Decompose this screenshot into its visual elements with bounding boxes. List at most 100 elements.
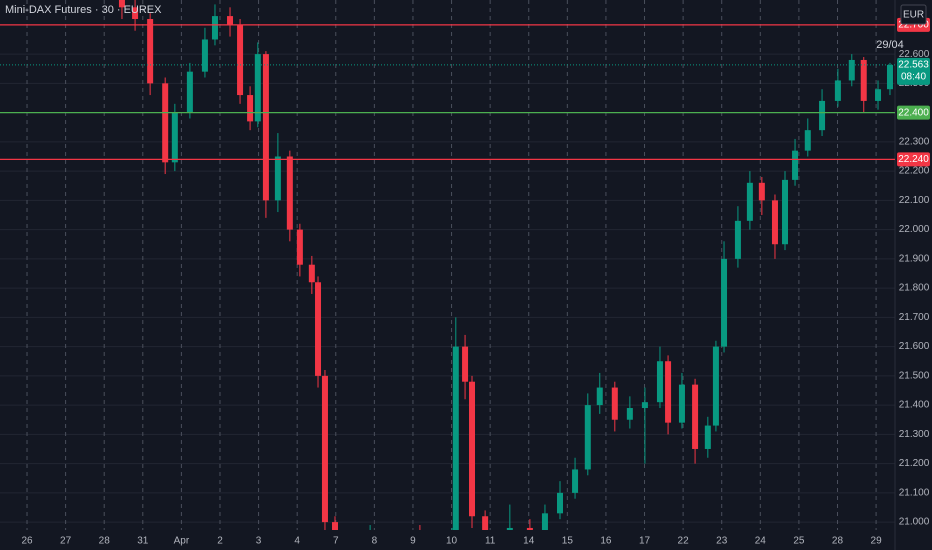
- x-tick-label: 26: [21, 536, 33, 547]
- candle-body: [315, 282, 322, 376]
- x-tick-label: 24: [755, 536, 767, 547]
- candle-body: [665, 361, 672, 423]
- y-tick-label: 21.200: [899, 458, 930, 469]
- candle-body: [331, 522, 338, 530]
- level-label: 22.700: [898, 20, 929, 31]
- x-tick-label: 28: [832, 536, 844, 547]
- y-tick-label: 22.100: [899, 195, 930, 206]
- candle-body: [641, 402, 648, 409]
- y-tick-label: 21.600: [899, 341, 930, 352]
- candle-body: [626, 408, 633, 420]
- x-tick-label: 8: [372, 536, 378, 547]
- candle-body: [886, 64, 893, 90]
- level-badge: [897, 152, 930, 167]
- candle-body: [118, 0, 125, 8]
- candle-body: [746, 182, 753, 221]
- candle-body: [296, 229, 303, 265]
- candle-body: [712, 346, 719, 426]
- x-tick-label: 2: [217, 536, 223, 547]
- x-tick-label: 17: [639, 536, 651, 547]
- candle-body: [875, 89, 882, 101]
- candle-body: [171, 112, 178, 163]
- candle-body: [557, 492, 564, 514]
- candle-body: [804, 130, 811, 151]
- candle-body: [452, 346, 459, 530]
- candle-body: [860, 59, 867, 101]
- chart-title: Mini-DAX Futures · 30 · EUREX: [5, 4, 162, 16]
- y-tick-label: 22.000: [899, 224, 930, 235]
- candle-body: [201, 39, 208, 72]
- date-label: 29/04: [876, 39, 904, 51]
- candle-body: [462, 346, 469, 382]
- x-tick-label: 28: [99, 536, 111, 547]
- candle-body: [506, 527, 513, 530]
- y-tick-label: 21.800: [899, 283, 930, 294]
- candle-body: [678, 384, 685, 423]
- candle-body: [771, 200, 778, 245]
- level-label: 22.400: [898, 107, 929, 118]
- x-tick-label: 11: [485, 536, 496, 547]
- candle-body: [262, 54, 269, 201]
- candle-body: [704, 425, 711, 449]
- x-tick-label: 27: [60, 536, 72, 547]
- x-tick-label: 4: [294, 536, 300, 547]
- candle-body: [211, 16, 218, 40]
- x-tick-label: 22: [678, 536, 690, 547]
- candle-body: [321, 375, 328, 523]
- candle-body: [758, 182, 765, 201]
- candle-body: [656, 361, 663, 403]
- x-tick-label: 14: [523, 536, 535, 547]
- candle-body: [147, 19, 154, 84]
- y-tick-label: 21.300: [899, 429, 930, 440]
- y-tick-label: 21.100: [899, 487, 930, 498]
- y-tick-label: 21.400: [899, 400, 930, 411]
- y-tick-label: 21.900: [899, 253, 930, 264]
- candle-body: [596, 387, 603, 406]
- x-tick-label: Apr: [174, 536, 190, 547]
- y-tick-label: 21.500: [899, 370, 930, 381]
- candle-body: [132, 7, 139, 20]
- candle-body: [526, 527, 533, 530]
- candle-body: [237, 24, 244, 96]
- x-tick-label: 31: [137, 536, 149, 547]
- x-tick-label: 25: [793, 536, 805, 547]
- candle-body: [286, 156, 293, 230]
- candle-body: [782, 179, 789, 245]
- candle-body: [274, 156, 281, 201]
- last-price-label: 22.563: [898, 60, 929, 71]
- x-tick-label: 3: [256, 536, 262, 547]
- currency[interactable]: EUR: [903, 10, 924, 21]
- x-tick-label: 7: [333, 536, 339, 547]
- y-tick-label: 22.600: [899, 49, 930, 60]
- candle-body: [834, 80, 841, 101]
- candle-body: [584, 405, 591, 470]
- y-tick-label: 21.700: [899, 312, 930, 323]
- x-tick-label: 23: [716, 536, 728, 547]
- candle-body: [692, 384, 699, 449]
- x-tick-label: 9: [410, 536, 416, 547]
- level-label: 22.240: [898, 154, 929, 165]
- candle-body: [848, 59, 855, 81]
- x-tick-label: 16: [600, 536, 612, 547]
- x-tick-label: 10: [446, 536, 458, 547]
- candle-body: [186, 71, 193, 113]
- level-badge: [897, 105, 930, 120]
- currency-button[interactable]: [900, 4, 927, 25]
- candle-body: [254, 54, 261, 122]
- countdown: 08:40: [901, 72, 926, 83]
- y-tick-label: 22.300: [899, 137, 930, 148]
- candle-body: [308, 264, 315, 283]
- y-tick-label: 21.000: [899, 517, 930, 528]
- candle-body: [572, 469, 579, 493]
- candle-body: [162, 83, 169, 163]
- candle-body: [792, 150, 799, 180]
- x-tick-label: 15: [562, 536, 574, 547]
- candle-body: [482, 516, 489, 530]
- candle-body: [469, 381, 476, 517]
- candle-body: [721, 258, 728, 347]
- candle-body: [819, 100, 826, 131]
- candle-body: [541, 513, 548, 530]
